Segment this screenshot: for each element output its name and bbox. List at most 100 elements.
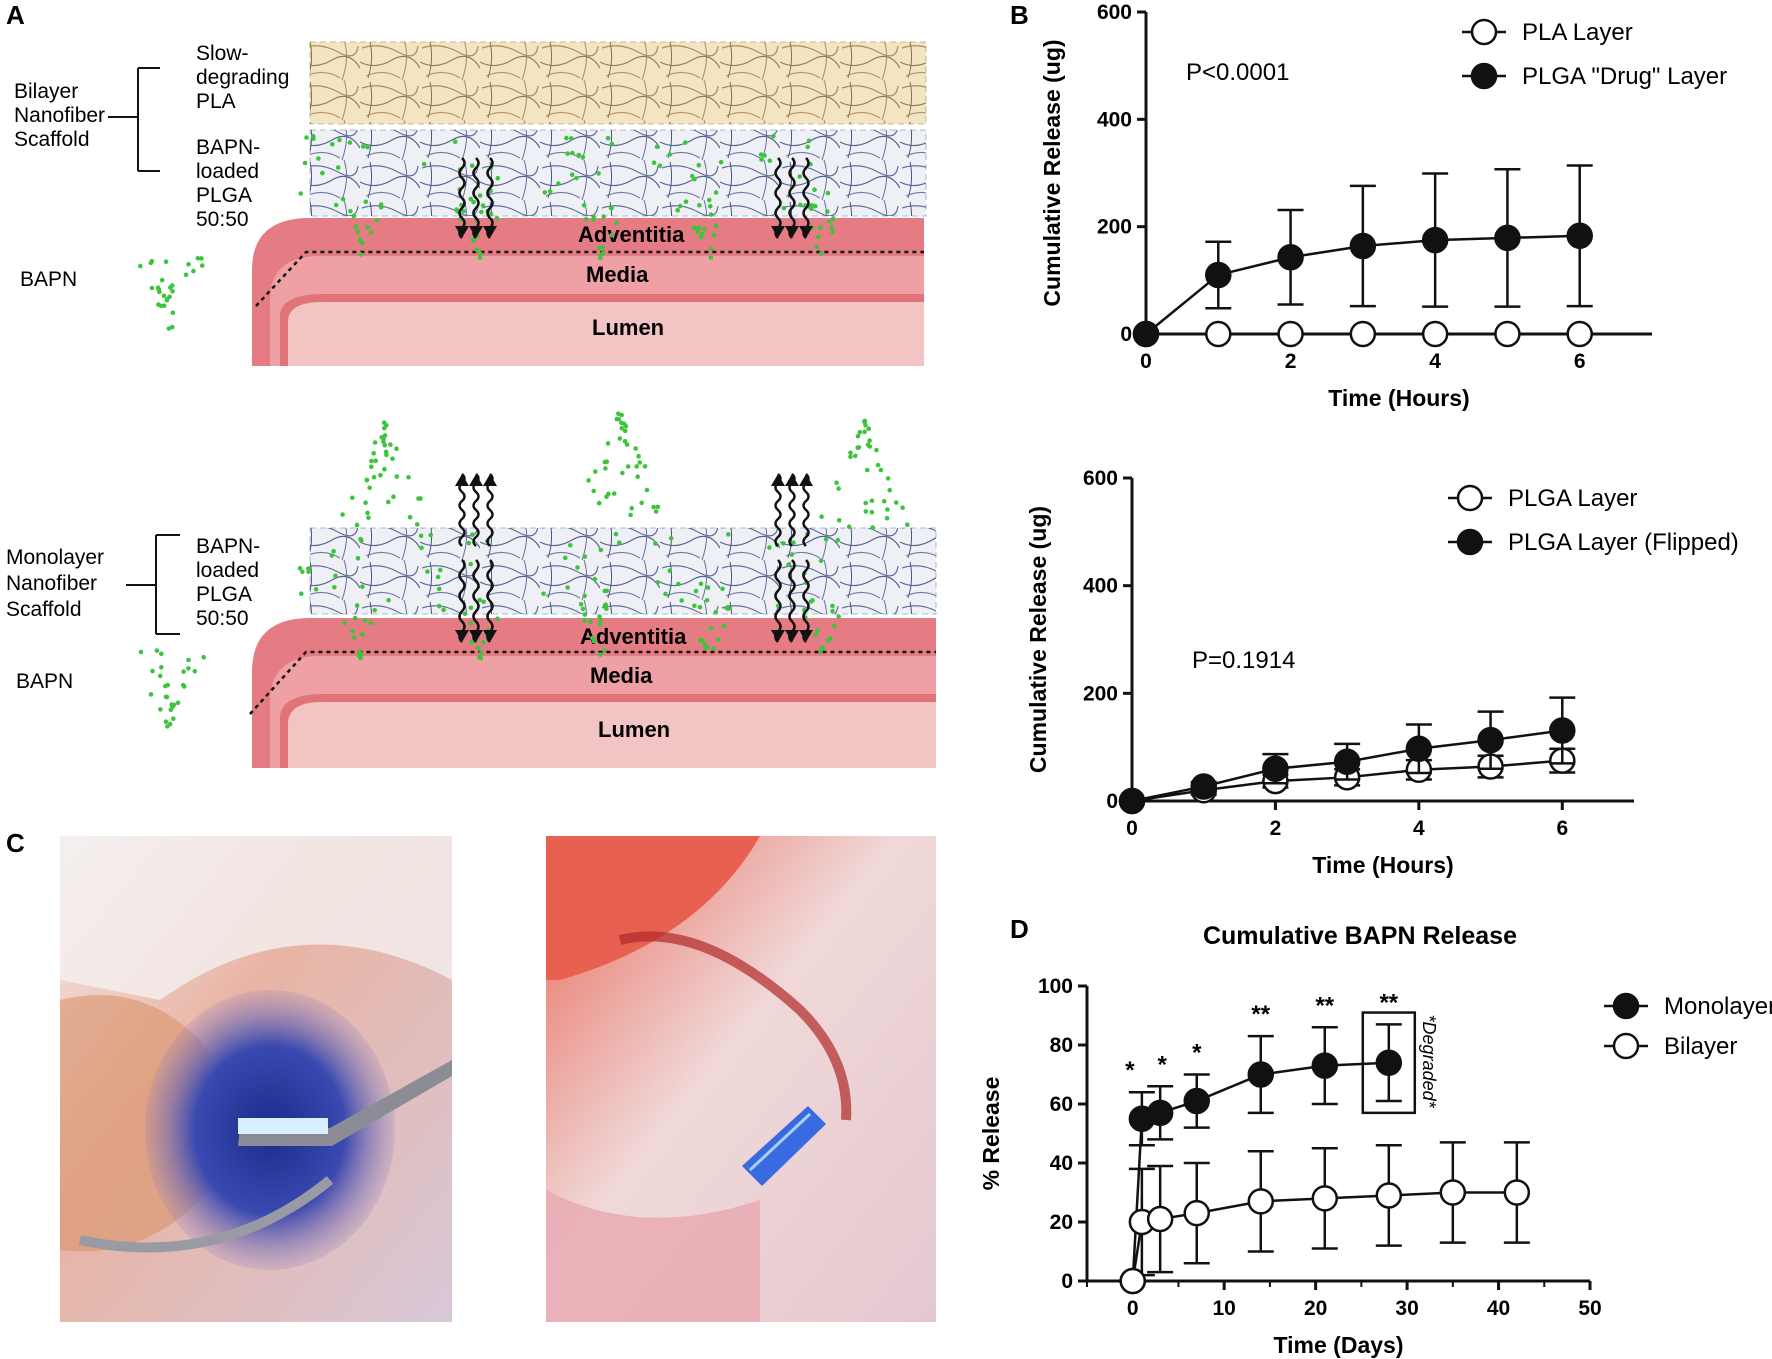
bapn-dot [814, 244, 820, 250]
bapn-dot [480, 203, 486, 208]
bapn-dot [477, 597, 483, 603]
bapn-dot [720, 586, 725, 592]
data-point-filled [1405, 735, 1433, 763]
diffusion-arrow-down-head [799, 630, 813, 642]
bapn-dot [191, 268, 196, 274]
bapn-dot [148, 692, 154, 697]
bapn-dot [900, 505, 905, 511]
bapn-dot [365, 510, 370, 516]
bapn-dot [713, 609, 718, 615]
bapn-dot [701, 226, 707, 232]
bapn-dot [805, 144, 810, 150]
bapn-dot [161, 303, 167, 309]
bapn-dot [368, 620, 374, 626]
bapn-dot [435, 574, 441, 580]
diffusion-arrows-bottom [455, 473, 813, 643]
data-point-filled [1277, 244, 1304, 271]
bapn-dot [384, 452, 389, 458]
bapn-dot [619, 420, 624, 426]
x-axis-title: Time (Hours) [1328, 385, 1469, 411]
bapn-dot [704, 598, 710, 603]
data-point-open [1119, 1267, 1146, 1295]
x-tick-label: 0 [1140, 350, 1152, 373]
legend-label: Bilayer [1664, 1033, 1737, 1060]
bapn-dot [365, 144, 370, 150]
bapn-dot [759, 157, 764, 162]
diffusion-arrow-down-head [469, 226, 483, 238]
chart-d: 0 20 40 60 80 100 0 10 20 30 40 50 Time (Days) % Rele… [978, 922, 1772, 1358]
bapn-dot [663, 591, 668, 597]
bapn-dot [683, 199, 689, 204]
bapn-dot [767, 158, 773, 163]
bapn-dot [316, 156, 321, 161]
pla-label-line-1: Slow- [196, 42, 249, 65]
bapn-dot [604, 588, 610, 594]
bapn-dot [874, 447, 879, 453]
bapn-dot [698, 234, 704, 240]
bapn-dot [653, 541, 658, 546]
bapn-dot [358, 252, 364, 257]
bapn-dot [149, 285, 155, 291]
bapn-dot [477, 255, 483, 260]
bapn-dot [713, 190, 719, 195]
bapn-dot [359, 538, 364, 543]
bapn-dot [369, 464, 374, 470]
bapn-dot [333, 573, 338, 579]
bapn-dot [588, 619, 593, 624]
bapn-dot [436, 603, 442, 609]
bapn-dot [702, 641, 707, 647]
bapn-dot [304, 135, 309, 140]
diffusion-arrow-down-head [771, 630, 785, 642]
bapn-dot [542, 190, 548, 195]
plga-bottom-line-4: 50:50 [196, 607, 249, 630]
bapn-dot [163, 683, 168, 689]
bapn-dot [636, 453, 641, 459]
bapn-dot [468, 621, 474, 626]
bapn-dot [863, 422, 868, 428]
y-tick-label: 400 [1097, 108, 1132, 131]
bapn-dot [578, 601, 584, 607]
bapn-dot [195, 255, 201, 261]
bapn-dot [390, 456, 395, 462]
bapn-dot [164, 297, 170, 303]
y-axis-title: % Release [978, 1077, 1004, 1191]
bapn-dot [830, 216, 836, 221]
bapn-dot [885, 476, 891, 481]
bapn-dot [477, 193, 483, 198]
degraded-box [1361, 1011, 1417, 1115]
diffusion-arrow-up-head [469, 474, 483, 486]
bapn-dot [689, 173, 695, 179]
bapn-dot [479, 209, 484, 215]
bapn-dot [373, 458, 379, 464]
bapn-dot [862, 418, 868, 424]
bapn-dot [881, 499, 887, 504]
bapn-dot [697, 637, 703, 643]
bapn-dot [589, 635, 595, 641]
significance-marker: * [1157, 1051, 1167, 1078]
bilayer-bracket [108, 67, 160, 172]
legend-label: PLGA "Drug" Layer [1522, 63, 1727, 90]
bapn-dot [633, 446, 638, 451]
bapn-dot [175, 700, 181, 706]
bapn-dot [495, 175, 501, 181]
bapn-dot [887, 487, 892, 493]
bapn-dot [818, 251, 824, 256]
bapn-dot [331, 548, 336, 554]
bapn-dot [369, 458, 374, 464]
bapn-dot [696, 162, 702, 168]
bapn-dot [708, 212, 714, 217]
monolayer-group-line-3: Scaffold [6, 598, 82, 621]
bapn-dot [884, 515, 890, 521]
bapn-dot [406, 475, 411, 480]
bapn-dot [576, 152, 582, 158]
bapn-dot [363, 199, 369, 205]
bapn-dot [335, 165, 341, 170]
bapn-dot [461, 208, 466, 214]
bapn-dot [363, 500, 368, 506]
bapn-dot [825, 209, 830, 214]
bapn-dot [582, 612, 588, 617]
data-point-open [1205, 320, 1232, 348]
bapn-dot [708, 204, 713, 209]
bapn-dot [583, 217, 589, 222]
bapn-dot [708, 626, 714, 631]
